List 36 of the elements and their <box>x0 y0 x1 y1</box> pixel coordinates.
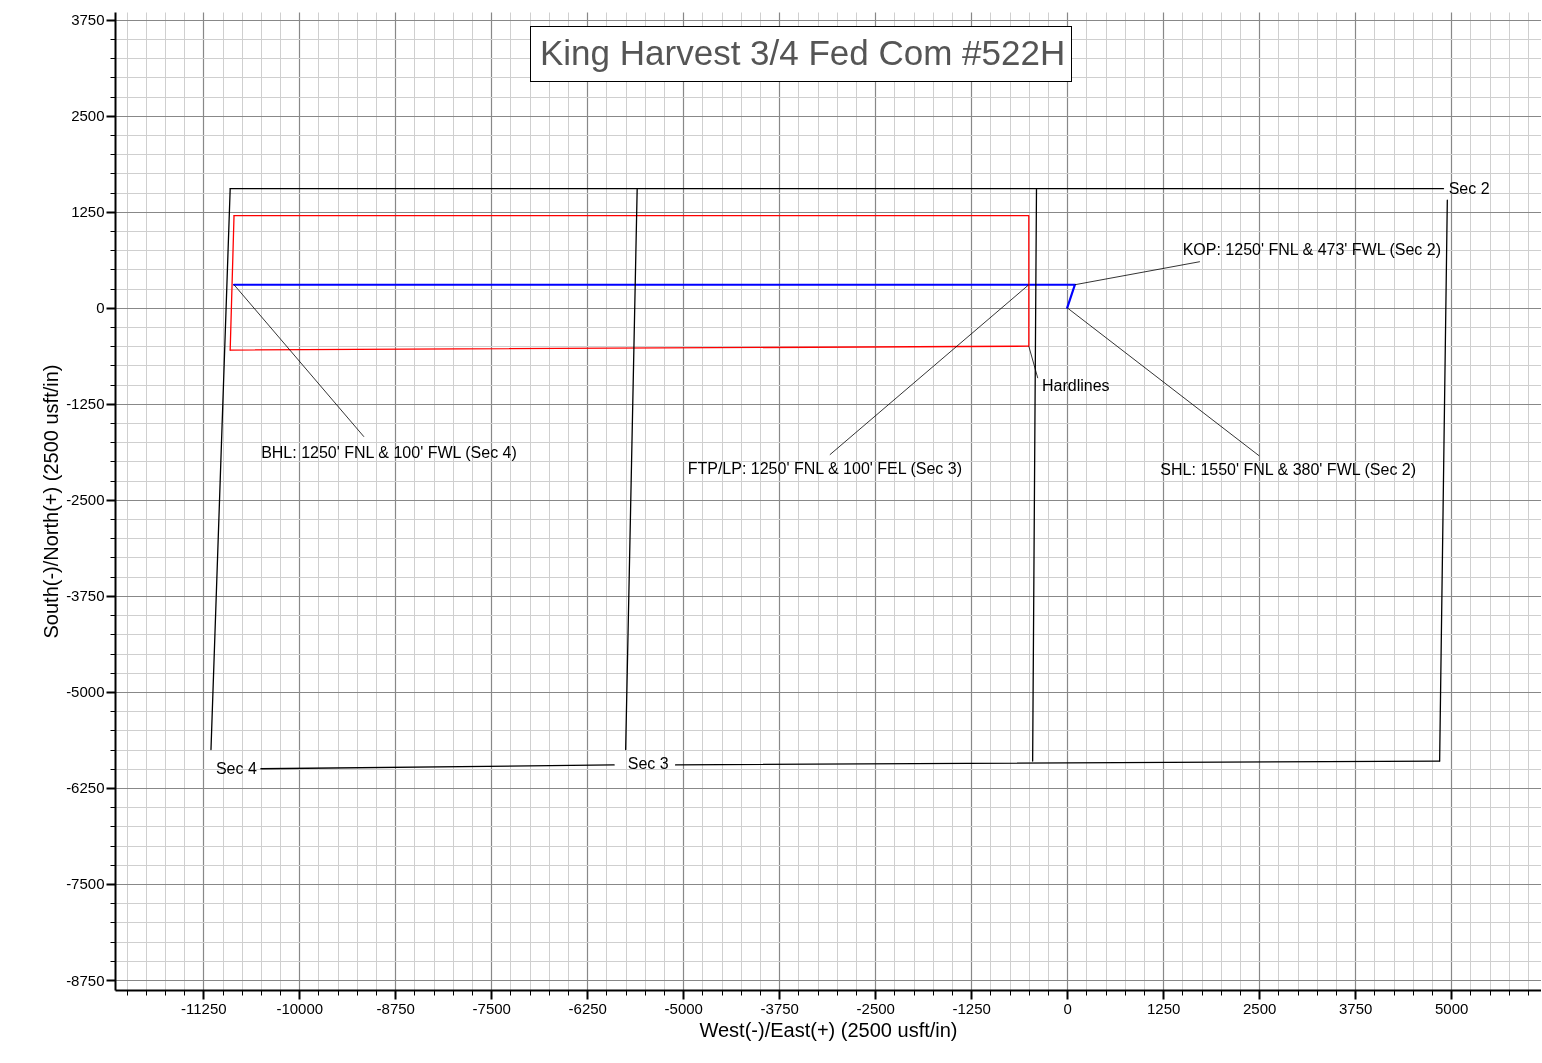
annotation: SHL: 1550' FNL & 380' FWL (Sec 2) <box>1160 460 1417 478</box>
y-axis-title: South(-)/North(+) (2500 usft/in) <box>40 364 63 639</box>
annotation: Sec 4 <box>215 759 257 777</box>
x-tick-label: -1250 <box>952 999 991 1017</box>
y-tick-label: -5000 <box>66 683 105 701</box>
y-tick-label: 2500 <box>71 107 105 125</box>
y-tick-label: -1250 <box>66 395 105 413</box>
y-tick-label: -7500 <box>66 875 105 893</box>
x-tick-label: 1250 <box>1147 999 1181 1017</box>
x-tick-label: -7500 <box>472 999 511 1017</box>
x-tick-label: -6250 <box>568 999 607 1017</box>
x-tick-label: -10000 <box>276 999 324 1017</box>
y-tick-label: -6250 <box>66 779 105 797</box>
x-tick-label: -5000 <box>664 999 703 1017</box>
x-tick-label: 0 <box>1063 999 1072 1017</box>
y-tick-label: -8750 <box>66 971 105 989</box>
x-tick-label: -8750 <box>376 999 415 1017</box>
annotation: KOP: 1250' FNL & 473' FWL (Sec 2) <box>1182 240 1442 258</box>
y-tick-label: 0 <box>96 299 105 317</box>
annotation: Sec 3 <box>627 754 669 772</box>
annotation: Sec 2 <box>1448 179 1490 197</box>
text: King Harvest 3/4 Fed Com #522H <box>530 26 1073 82</box>
y-tick-label: -2500 <box>66 491 105 509</box>
y-tick-label: 1250 <box>71 203 105 221</box>
x-tick-label: -3750 <box>760 999 799 1017</box>
x-axis-title: West(-)/East(+) (2500 usft/in) <box>699 1018 958 1041</box>
x-tick-label: -11250 <box>181 999 227 1017</box>
x-tick-label: 3750 <box>1338 999 1373 1017</box>
annotation: FTP/LP: 1250' FNL & 100' FEL (Sec 3) <box>687 459 963 477</box>
annotation: BHL: 1250' FNL & 100' FWL (Sec 4) <box>261 443 517 461</box>
x-tick-label: 2500 <box>1242 999 1277 1017</box>
y-tick-label: 3750 <box>71 11 105 29</box>
y-tick-label: -3750 <box>66 587 105 605</box>
x-tick-label: -2500 <box>856 999 895 1017</box>
annotation: Hardlines <box>1042 377 1110 395</box>
x-tick-label: 5000 <box>1434 999 1469 1017</box>
